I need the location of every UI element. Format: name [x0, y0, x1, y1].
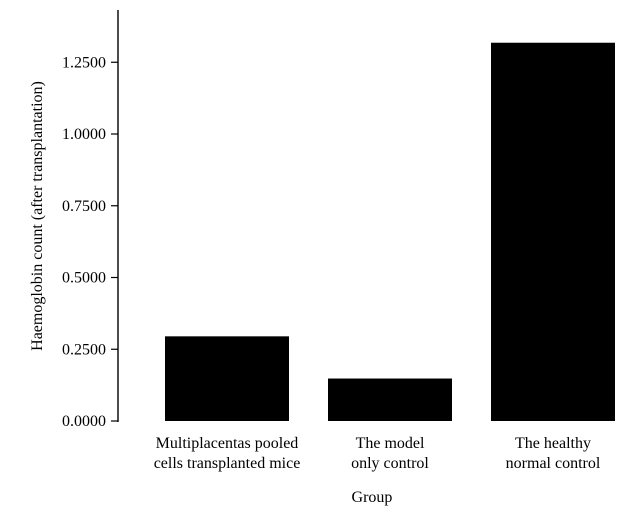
bar: [328, 378, 452, 421]
y-ticks: 0.0000 0.2500 0.5000 0.7500 1.0000 1.2500: [62, 54, 118, 430]
x-tick-label-line: Multiplacentas pooled: [156, 435, 299, 452]
x-tick-label-line: The healthy: [515, 435, 591, 452]
y-tick-label: 0.7500: [62, 198, 106, 215]
x-tick-label-line: The model: [356, 435, 425, 452]
x-axis-title: Group: [352, 489, 393, 506]
y-tick-label: 1.2500: [62, 54, 106, 71]
x-tick-label-line: cells transplanted mice: [154, 455, 301, 472]
x-tick-label: The model only control: [351, 435, 429, 472]
y-tick-label: 0.5000: [62, 270, 106, 287]
bars: [165, 42, 615, 421]
bar: [491, 42, 615, 421]
y-tick-label: 0.2500: [62, 341, 106, 358]
y-tick-label: 1.0000: [62, 126, 106, 143]
x-tick-label-line: only control: [351, 455, 429, 472]
x-tick-labels: Multiplacentas pooled cells transplanted …: [154, 435, 601, 472]
y-axis-title: Haemoglobin count (after transplantation…: [29, 81, 46, 351]
bar: [165, 336, 289, 421]
x-tick-label: The healthy normal control: [506, 435, 601, 472]
x-tick-label: Multiplacentas pooled cells transplanted …: [154, 435, 301, 472]
y-tick-label: 0.0000: [62, 413, 106, 430]
x-tick-label-line: normal control: [506, 455, 601, 472]
